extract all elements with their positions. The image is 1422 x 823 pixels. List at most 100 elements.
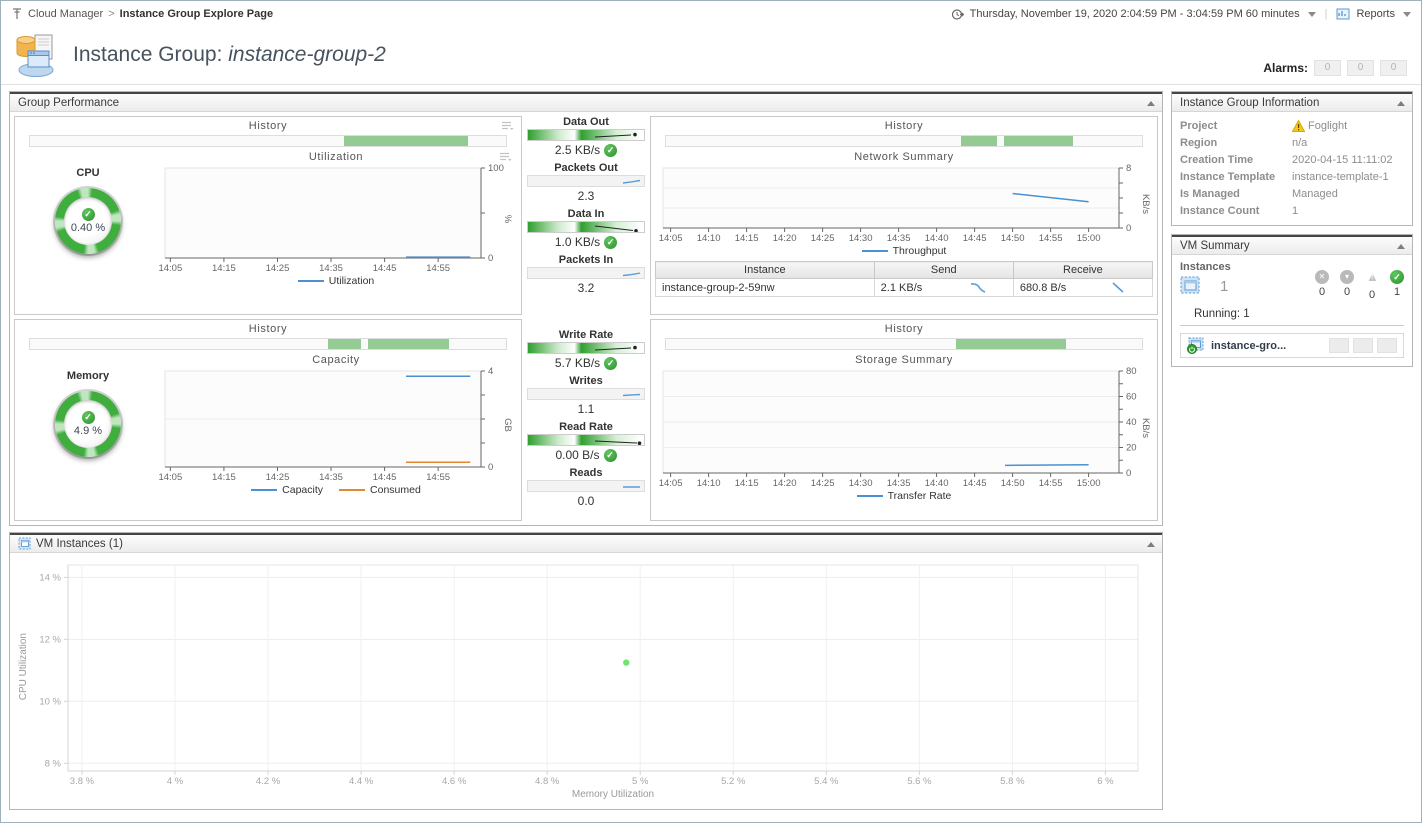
memory-gauge-value: 4.9 %: [73, 425, 103, 437]
group-performance-header: Group Performance: [10, 92, 1162, 112]
data-out-sparkline: [527, 129, 645, 141]
column-header-send[interactable]: Send: [873, 261, 1014, 279]
svg-text:14:25: 14:25: [266, 263, 290, 274]
tile-packets-out[interactable]: Packets Out 2.3: [526, 162, 646, 203]
svg-text:4: 4: [488, 366, 493, 377]
status-counts: ✕ 0 ▾ 0 ▲! 0 ✓ 1: [1315, 261, 1404, 301]
svg-text:15:00: 15:00: [1077, 478, 1101, 489]
legend-item: Throughput: [861, 245, 946, 257]
svg-text:5.6 %: 5.6 %: [907, 776, 932, 787]
collapse-icon[interactable]: [1147, 101, 1155, 106]
vm-scatter-chart[interactable]: 8 % 10 % 12 % 14 % 3.8 % 4 % 4.2 % 4.4 % 4.6 % 4.…: [30, 559, 1152, 789]
svg-text:14:20: 14:20: [773, 233, 797, 244]
network-summary-chart: KB/s 0 8 14:05 14:10 14:15 14:20 14:25 14:30 14:…: [655, 163, 1153, 244]
storage-box: History Storage Summary KB/s 0 20 40 60 80 14…: [650, 319, 1158, 521]
svg-text:5.2 %: 5.2 %: [721, 776, 746, 787]
svg-text:0: 0: [1126, 223, 1131, 234]
info-row-creation-time: Creation Time 2020-04-15 11:11:02: [1180, 153, 1393, 166]
send-sparkline: [970, 283, 986, 293]
vm-instances-icon: [18, 537, 31, 550]
svg-text:14:40: 14:40: [925, 478, 949, 489]
cpu-gauge-label: CPU: [76, 167, 100, 179]
svg-text:8 %: 8 %: [45, 758, 62, 769]
vm-instance-row[interactable]: instance-gro...: [1180, 333, 1404, 358]
top-bar: Cloud Manager > Instance Group Explore P…: [1, 1, 1421, 27]
alarm-placeholder-box[interactable]: [1329, 338, 1349, 353]
chart-options-icon[interactable]: [499, 152, 512, 165]
reports-icon: [1336, 8, 1350, 20]
svg-text:12 %: 12 %: [39, 634, 61, 645]
tile-write-rate[interactable]: Write Rate 5.7 KB/s ✓: [526, 329, 646, 370]
cell-send: 2.1 KB/s: [873, 278, 1014, 297]
title-bar: Instance Group: instance-group-2 Alarms:…: [1, 27, 1421, 85]
svg-text:100: 100: [488, 163, 504, 174]
collapse-icon[interactable]: [1147, 542, 1155, 547]
svg-text:20: 20: [1126, 443, 1137, 454]
svg-text:14:50: 14:50: [1001, 478, 1025, 489]
warning-status[interactable]: ▲! 0: [1366, 269, 1379, 301]
svg-text:14:45: 14:45: [963, 233, 987, 244]
svg-text:3.8 %: 3.8 %: [70, 776, 95, 787]
vm-instance-icon: [1187, 337, 1204, 354]
status-normal-icon: ✓: [604, 356, 618, 370]
svg-text:6 %: 6 %: [1097, 776, 1114, 787]
alarm-count-critical[interactable]: 0: [1347, 60, 1374, 76]
time-range-label[interactable]: Thursday, November 19, 2020 2:04:59 PM -…: [969, 8, 1300, 20]
svg-text:4 %: 4 %: [167, 776, 184, 787]
tile-data-in[interactable]: Data In 1.0 KB/s ✓: [526, 208, 646, 249]
cpu-chart-unit: %: [502, 214, 513, 224]
column-header-receive[interactable]: Receive: [1012, 261, 1154, 279]
svg-text:14:35: 14:35: [319, 263, 343, 274]
info-row-project: Project Foglight: [1180, 119, 1348, 132]
legend-item: Transfer Rate: [856, 490, 951, 502]
fatal-status[interactable]: ✕ 0: [1315, 270, 1329, 301]
svg-text:14:20: 14:20: [773, 478, 797, 489]
cpu-utilization-chart: % 0 100 14:05 14:15 14:25 14:35 14:45 14:55: [157, 163, 515, 274]
breadcrumb-cloud-manager[interactable]: Cloud Manager: [28, 8, 104, 20]
collapse-icon[interactable]: [1397, 101, 1405, 106]
tile-writes[interactable]: Writes 1.1: [526, 375, 646, 416]
svg-text:80: 80: [1126, 366, 1137, 377]
alarm-count-warning[interactable]: 0: [1380, 60, 1407, 76]
cpu-gauge[interactable]: ✓ 0.40 %: [55, 188, 121, 254]
svg-text:14:50: 14:50: [1001, 233, 1025, 244]
network-box: History Network Summary KB/s 0 8 14:05 14:1…: [650, 116, 1158, 315]
svg-text:14:15: 14:15: [212, 472, 236, 483]
collapse-icon[interactable]: [1397, 244, 1405, 249]
alarm-placeholder-box[interactable]: [1377, 338, 1397, 353]
table-row[interactable]: instance-group-2-59nw 2.1 KB/s 680.8 B/s: [655, 278, 1154, 297]
svg-text:14:10: 14:10: [697, 478, 721, 489]
reports-chevron-down-icon[interactable]: [1403, 11, 1411, 17]
group-performance-title: Group Performance: [18, 96, 119, 109]
svg-text:14:35: 14:35: [887, 233, 911, 244]
column-header-instance[interactable]: Instance: [655, 261, 875, 279]
tile-packets-in[interactable]: Packets In 3.2: [526, 254, 646, 295]
receive-sparkline: [1112, 282, 1124, 293]
alarm-count-fatal[interactable]: 0: [1314, 60, 1341, 76]
svg-text:40: 40: [1126, 417, 1137, 428]
svg-text:14:45: 14:45: [373, 263, 397, 274]
reports-menu-label[interactable]: Reports: [1356, 8, 1395, 20]
legend-line-blue: [297, 279, 324, 282]
chart-options-icon[interactable]: [501, 121, 514, 134]
tile-read-rate[interactable]: Read Rate 0.00 B/s ✓: [526, 421, 646, 462]
normal-status[interactable]: ✓ 1: [1390, 270, 1404, 301]
alarm-placeholder-box[interactable]: [1353, 338, 1373, 353]
critical-status[interactable]: ▾ 0: [1340, 270, 1354, 301]
svg-text:10 %: 10 %: [39, 696, 61, 707]
memory-gauge[interactable]: ✓ 4.9 %: [55, 391, 121, 457]
instance-group-information-panel: Instance Group Information Project Fogli…: [1171, 91, 1413, 226]
svg-text:5.4 %: 5.4 %: [814, 776, 839, 787]
memory-chart-unit: GB: [502, 418, 513, 432]
vm-alarm-placeholders: [1329, 338, 1397, 353]
time-range-chevron-down-icon[interactable]: [1307, 11, 1316, 17]
tile-data-out[interactable]: Data Out 2.5 KB/s ✓: [526, 116, 646, 157]
alarms-summary: Alarms: 0 0 0: [1263, 60, 1407, 76]
svg-text:14:05: 14:05: [659, 233, 683, 244]
tile-reads[interactable]: Reads 0.0: [526, 467, 646, 508]
info-row-region: Region n/a: [1180, 136, 1308, 149]
svg-text:8: 8: [1126, 163, 1131, 174]
svg-text:60: 60: [1126, 392, 1137, 403]
status-normal-icon: ✓: [604, 235, 618, 249]
legend-item: Capacity: [251, 484, 323, 496]
